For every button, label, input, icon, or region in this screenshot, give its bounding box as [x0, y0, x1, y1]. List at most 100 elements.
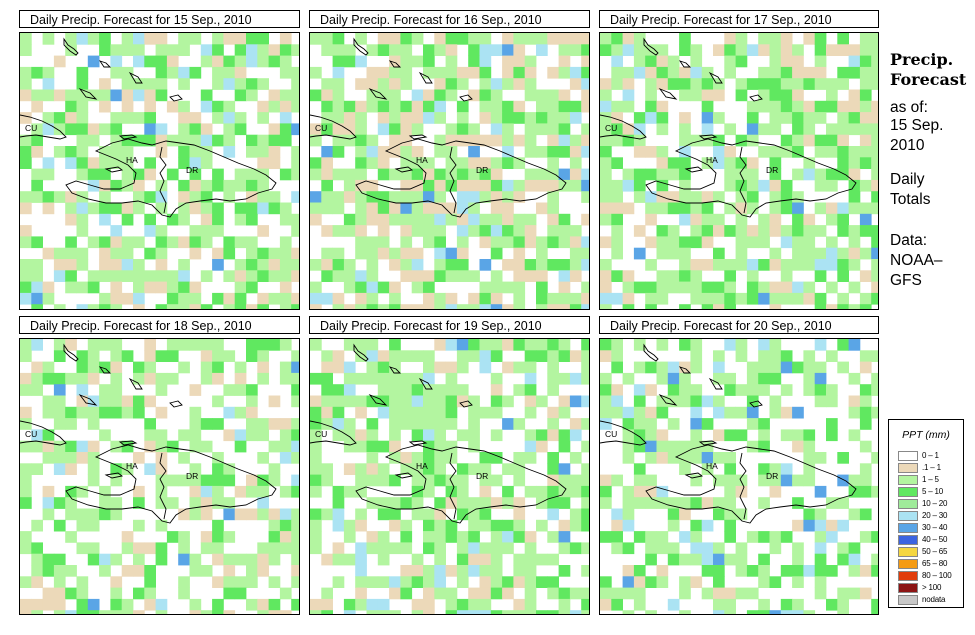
grid-cell — [803, 361, 816, 374]
grid-cell — [411, 100, 424, 113]
grid-cell — [110, 350, 123, 362]
grid-cell — [200, 304, 213, 309]
grid-cell — [343, 134, 356, 147]
grid-cell — [178, 146, 190, 158]
grid-cell — [645, 213, 657, 226]
grid-cell — [279, 485, 292, 498]
grid-cell — [611, 213, 623, 226]
grid-cell — [99, 485, 111, 498]
grid-cell — [31, 339, 43, 351]
grid-cell — [645, 576, 657, 588]
dominican-republic-label: DR — [476, 471, 488, 481]
grid-cell — [133, 44, 145, 56]
grid-cell — [502, 542, 514, 555]
grid-cell — [445, 179, 458, 192]
grid-cell — [445, 213, 458, 226]
grid-cell — [53, 463, 66, 475]
grid-cell — [268, 339, 281, 351]
grid-cell — [144, 565, 156, 577]
grid-cell — [53, 372, 66, 385]
grid-cell — [513, 247, 526, 260]
bahamas-coastline-4 — [368, 393, 388, 406]
grid-cell — [513, 66, 526, 79]
grid-cell — [257, 553, 269, 566]
grid-cell — [411, 225, 424, 237]
grid-cell — [569, 395, 582, 408]
grid-cell — [656, 292, 669, 305]
grid-cell — [490, 542, 503, 555]
grid-cell — [121, 134, 134, 147]
grid-cell — [87, 33, 100, 45]
grid-cell — [31, 191, 43, 203]
grid-cell — [871, 33, 878, 45]
grid-cell — [434, 270, 446, 282]
grid-cell — [310, 213, 322, 226]
grid-cell — [178, 474, 190, 487]
grid-cell — [837, 100, 849, 113]
dominican-republic-label: DR — [186, 471, 198, 481]
grid-cell — [310, 418, 322, 430]
grid-cell — [310, 134, 322, 147]
grid-cell — [513, 497, 526, 509]
grid-cell — [291, 372, 299, 385]
grid-cell — [389, 610, 401, 614]
grid-cell — [321, 168, 333, 181]
grid-cell — [611, 508, 623, 521]
grid-cell — [848, 236, 861, 249]
grid-cell — [633, 361, 646, 374]
grid-cell — [42, 372, 55, 385]
grid-cell — [445, 485, 458, 498]
grid-cell — [468, 33, 480, 45]
grid-cell — [212, 78, 224, 90]
grid-cell — [343, 304, 356, 309]
grid-cell — [645, 304, 657, 309]
grid-cell — [871, 406, 878, 419]
grid-cell — [713, 610, 725, 614]
grid-cell — [366, 292, 379, 305]
precip-grid — [600, 33, 878, 309]
grid-cell — [257, 247, 269, 260]
grid-cell — [513, 576, 526, 588]
cuba-label: CU — [315, 123, 327, 133]
grid-cell — [321, 474, 333, 487]
grid-cell — [189, 168, 202, 181]
grid-cell — [735, 508, 748, 521]
grid-cell — [178, 508, 190, 521]
border-line — [449, 146, 457, 214]
grid-cell — [490, 134, 503, 147]
grid-cell — [434, 146, 446, 158]
grid-cell — [310, 531, 322, 543]
grid-cell — [189, 339, 202, 351]
grid-cell — [389, 281, 401, 294]
grid-cell — [803, 157, 816, 169]
bahamas-coastline-2 — [388, 60, 402, 68]
grid-cell — [20, 225, 32, 237]
grid-cell — [769, 100, 782, 113]
grid-cell — [355, 292, 367, 305]
grid-cell — [524, 339, 537, 351]
grid-cell — [871, 66, 878, 79]
precip-grid — [310, 339, 589, 614]
grid-cell — [622, 610, 635, 614]
grid-cell — [600, 395, 612, 408]
grid-cell — [611, 542, 623, 555]
grid-cell — [212, 463, 224, 475]
grid-cell — [99, 565, 111, 577]
grid-cell — [769, 66, 782, 79]
precip-grid — [20, 33, 299, 309]
grid-cell — [133, 519, 145, 532]
grid-cell — [792, 610, 804, 614]
grid-cell — [848, 157, 861, 169]
grid-cell — [411, 565, 424, 577]
grid-cell — [279, 123, 292, 136]
grid-cell — [268, 531, 281, 543]
grid-cell — [848, 123, 861, 136]
grid-cell — [400, 157, 413, 169]
grid-cell — [423, 304, 435, 309]
grid-cell — [166, 339, 179, 351]
grid-cell — [569, 179, 582, 192]
coastline-group — [310, 37, 567, 218]
grid-cell — [99, 213, 111, 226]
grid-cell — [42, 191, 55, 203]
grid-cell — [803, 33, 816, 45]
